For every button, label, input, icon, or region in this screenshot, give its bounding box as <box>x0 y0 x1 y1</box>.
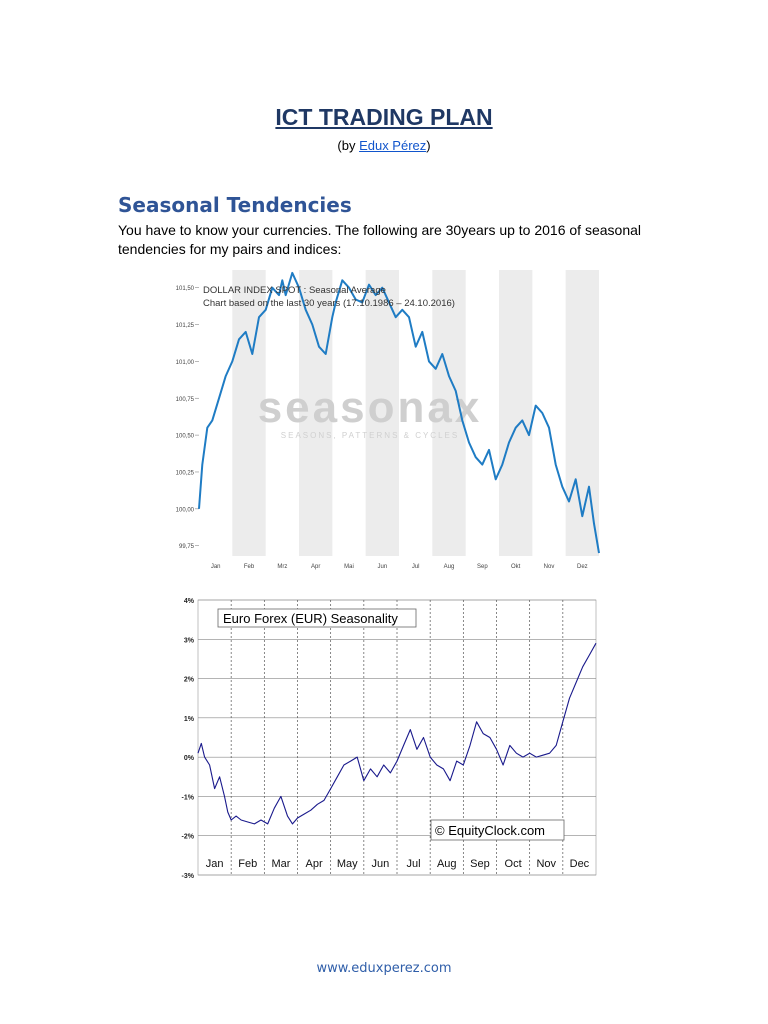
x-tick-label: Aug <box>437 858 457 870</box>
y-tick-label: -3% <box>182 873 195 880</box>
x-tick-label: Jul <box>412 564 420 570</box>
x-tick-label: Mar <box>271 858 290 870</box>
y-tick-labels: 101,50 101,25 101,00 100,75 100,50 100,25 100,… <box>176 286 195 550</box>
x-tick-label: Okt <box>511 564 521 570</box>
y-tick-label: 100,50 <box>176 434 195 440</box>
y-tick-label: 101,00 <box>176 360 195 366</box>
seasonax-watermark: seasonax <box>258 383 483 432</box>
y-tick-label: 101,50 <box>176 286 195 292</box>
euro-forex-seasonality-chart: Euro Forex (EUR) Seasonality © EquityClo… <box>182 598 597 880</box>
equityclock-watermark: © EquityClock.com <box>435 823 545 838</box>
seasonax-tagline: SEASONS, PATTERNS & CYCLES <box>281 431 459 440</box>
x-tick-label: Jun <box>372 858 390 870</box>
x-tick-label: Jul <box>407 858 421 870</box>
y-tick-labels: 4% 3% 2% 1% 0% -1% -2% -3% <box>182 598 195 880</box>
y-tick-label: 1% <box>184 716 195 723</box>
y-tick-label: -1% <box>182 794 195 801</box>
watermark-box <box>430 819 565 841</box>
document-title: ICT TRADING PLAN <box>275 104 493 130</box>
byline-suffix: ) <box>426 138 431 153</box>
y-tick-label: -2% <box>182 834 195 841</box>
x-tick-label: Aug <box>444 564 455 570</box>
dollar-index-seasonal-chart: seasonax SEASONS, PATTERNS & CYCLES DOLL… <box>176 270 600 570</box>
month-bands <box>232 270 599 556</box>
y-tick-label: 100,25 <box>176 470 195 476</box>
month-band <box>365 270 399 556</box>
x-tick-label: Apr <box>306 858 323 870</box>
y-tick-label: 100,75 <box>176 397 195 403</box>
x-tick-label: Nov <box>536 858 556 870</box>
y-tick-label: 99,75 <box>179 544 195 550</box>
x-tick-label: Oct <box>505 858 522 870</box>
x-tick-label: Feb <box>238 858 257 870</box>
chart-title-box <box>217 608 417 628</box>
month-band <box>565 270 599 556</box>
y-tick-label: 2% <box>184 677 195 684</box>
x-tick-label: Jun <box>377 564 387 570</box>
chart-title: Euro Forex (EUR) Seasonality <box>223 611 398 626</box>
byline-prefix: (by <box>337 138 360 153</box>
x-tick-label: Dez <box>577 564 588 570</box>
x-tick-label: Mai <box>344 564 354 570</box>
grid-lines <box>195 287 199 546</box>
x-tick-labels: Jan Feb Mar Apr May Jun Jul Aug Sep Oct Nov Dec <box>206 858 590 870</box>
y-tick-label: 0% <box>184 755 195 762</box>
x-tick-label: Jan <box>211 564 221 570</box>
x-tick-label: Apr <box>311 564 320 570</box>
month-band <box>232 270 266 556</box>
byline: (by Edux Pérez) <box>0 138 768 153</box>
section-heading: Seasonal Tendencies <box>118 193 352 217</box>
x-tick-label: Jan <box>206 858 224 870</box>
y-tick-label: 4% <box>184 598 195 605</box>
x-tick-label: Sep <box>477 564 488 570</box>
x-tick-label: May <box>337 858 358 870</box>
x-tick-label: Sep <box>470 858 490 870</box>
dollar-index-series-line <box>198 271 600 554</box>
y-tick-label: 3% <box>184 637 195 644</box>
x-tick-label: Nov <box>544 564 555 570</box>
x-tick-label: Dec <box>570 858 590 870</box>
y-tick-label: 100,00 <box>176 507 195 513</box>
x-tick-label: Feb <box>244 564 255 570</box>
chart-title: DOLLAR INDEX SPOT : Seasonal Average <box>203 285 386 296</box>
author-link[interactable]: Edux Pérez <box>359 138 427 153</box>
y-tick-label: 101,25 <box>176 323 195 329</box>
month-band <box>499 270 533 556</box>
x-tick-labels: Jan Feb Mrz Apr Mai Jun Jul Aug Sep Okt Nov Dez <box>211 564 588 570</box>
chart-subtitle: Chart based on the last 30 years (17.10.… <box>203 298 455 309</box>
euro-forex-series-line <box>197 642 597 825</box>
intro-paragraph: You have to know your currencies. The fo… <box>118 222 641 257</box>
footer-website[interactable]: www.eduxperez.com <box>316 961 452 976</box>
month-band <box>299 270 333 556</box>
x-tick-label: Mrz <box>277 564 287 570</box>
